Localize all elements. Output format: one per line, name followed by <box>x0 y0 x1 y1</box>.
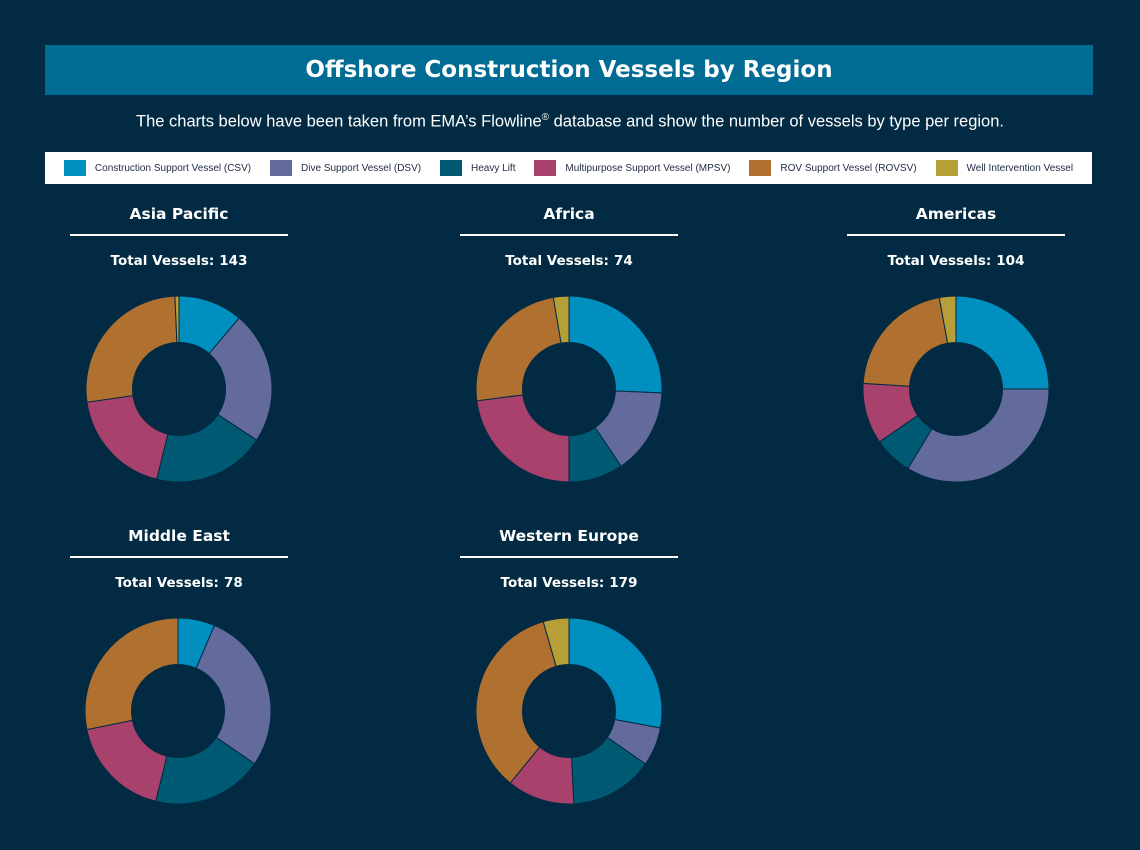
region-divider <box>70 556 288 558</box>
donut-slice-dsv <box>195 624 272 765</box>
total-value: 74 <box>613 253 633 269</box>
donut-chart-middle-east <box>84 617 272 805</box>
legend-label-heavy-lift: Heavy Lift <box>471 162 516 174</box>
legend-item-well-intervention: Well Intervention Vessel <box>935 160 1074 176</box>
legend-label-mpsv: Multipurpose Support Vessel (MPSV) <box>565 162 731 174</box>
total-value: 104 <box>996 253 1025 269</box>
region-divider <box>460 234 678 236</box>
donut-slice-csv <box>955 295 1050 390</box>
total-value: 179 <box>609 575 638 591</box>
donut-chart-americas <box>862 295 1050 483</box>
legend-item-csv: Construction Support Vessel (CSV) <box>63 160 252 176</box>
region-panel-americas: Americas Total Vessels: 104 <box>826 203 1086 270</box>
legend-label-well-intervention: Well Intervention Vessel <box>966 162 1074 174</box>
region-total: Total Vessels: 143 <box>49 252 309 270</box>
legend-item-rovsv: ROV Support Vessel (ROVSV) <box>749 160 917 176</box>
total-label: Total Vessels: <box>110 253 215 269</box>
subtitle-text-after: database and show the number of vessels … <box>549 112 1004 131</box>
region-panel-middle-east: Middle East Total Vessels: 78 <box>49 525 309 592</box>
page-title: Offshore Construction Vessels by Region <box>45 45 1093 95</box>
region-panel-western-europe: Western Europe Total Vessels: 179 <box>439 525 699 592</box>
legend-label-dsv: Dive Support Vessel (DSV) <box>301 162 422 174</box>
region-total: Total Vessels: 104 <box>826 252 1086 270</box>
region-total: Total Vessels: 179 <box>439 574 699 592</box>
donut-slice-rovsv <box>862 296 949 387</box>
legend-swatch-well-intervention <box>935 160 958 176</box>
region-title: Asia Pacific <box>129 205 229 223</box>
donut-slice-mpsv <box>86 395 169 480</box>
total-label: Total Vessels: <box>887 253 992 269</box>
donut-slice-csv <box>568 617 663 729</box>
legend-item-heavy-lift: Heavy Lift <box>440 160 515 176</box>
region-total: Total Vessels: 78 <box>49 574 309 592</box>
legend-swatch-heavy-lift <box>440 160 463 176</box>
legend-swatch-rovsv <box>749 160 772 176</box>
region-panel-asia-pacific: Asia Pacific Total Vessels: 143 <box>49 203 309 270</box>
total-value: 78 <box>223 575 243 591</box>
donut-slice-well-intervention <box>552 295 570 344</box>
legend-label-csv: Construction Support Vessel (CSV) <box>94 162 252 174</box>
donut-slice-dsv <box>208 317 273 441</box>
donut-slice-mpsv <box>476 394 570 483</box>
subtitle-text-before: The charts below have been taken from EM… <box>136 112 542 131</box>
chart-legend: Construction Support Vessel (CSV) Dive S… <box>45 152 1092 184</box>
donut-slice-rovsv <box>475 621 557 784</box>
donut-slice-dsv <box>907 388 1050 483</box>
registered-mark: ® <box>541 112 550 123</box>
legend-swatch-dsv <box>270 160 293 176</box>
legend-label-rovsv: ROV Support Vessel (ROVSV) <box>780 162 917 174</box>
region-title: Africa <box>543 205 595 223</box>
region-title: Middle East <box>128 527 230 545</box>
total-label: Total Vessels: <box>500 575 605 591</box>
legend-swatch-mpsv <box>534 160 557 176</box>
legend-swatch-csv <box>63 160 86 176</box>
donut-chart-western-europe <box>475 617 663 805</box>
total-label: Total Vessels: <box>115 575 219 591</box>
donut-chart-asia-pacific <box>85 295 273 483</box>
donut-slice-rovsv <box>85 295 178 403</box>
donut-slice-well-intervention <box>174 295 180 344</box>
donut-slice-csv <box>568 295 663 394</box>
donut-slice-mpsv <box>86 719 168 802</box>
page-subtitle: The charts below have been taken from EM… <box>0 112 1140 132</box>
donut-chart-africa <box>475 295 663 483</box>
region-title: Americas <box>915 205 997 223</box>
donut-slice-rovsv <box>84 617 179 731</box>
region-divider <box>460 556 678 558</box>
region-divider <box>70 234 288 236</box>
region-total: Total Vessels: 74 <box>439 252 699 270</box>
total-label: Total Vessels: <box>505 253 609 269</box>
total-value: 143 <box>219 253 248 269</box>
donut-slice-rovsv <box>475 296 562 402</box>
region-title: Western Europe <box>499 527 639 545</box>
region-panel-africa: Africa Total Vessels: 74 <box>439 203 699 270</box>
legend-item-dsv: Dive Support Vessel (DSV) <box>270 160 421 176</box>
donut-slice-well-intervention <box>938 295 957 344</box>
donut-slice-well-intervention <box>542 617 570 667</box>
region-divider <box>847 234 1065 236</box>
legend-item-mpsv: Multipurpose Support Vessel (MPSV) <box>534 160 730 176</box>
